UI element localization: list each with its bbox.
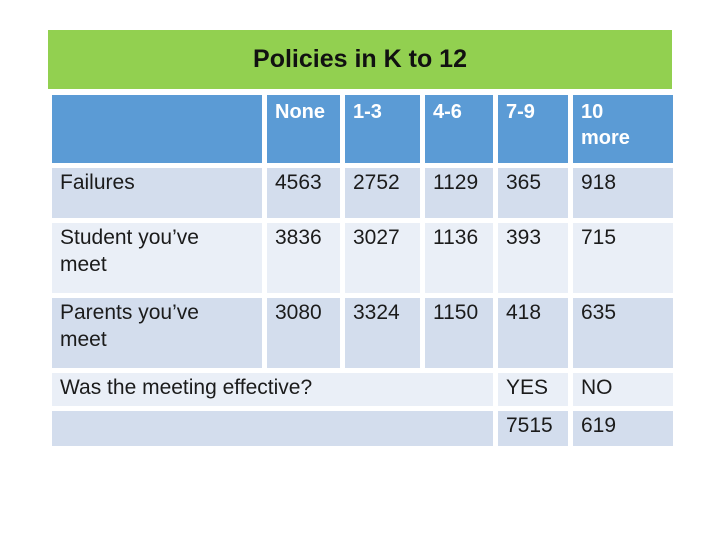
cell-students-none: 3836: [267, 223, 345, 298]
table-header-row: None 1-3 4-6 7-9 10 more: [52, 95, 673, 168]
row-label-failures: Failures: [52, 168, 267, 223]
cell-failures-none: 4563: [267, 168, 345, 223]
answer-yes-value: 7515: [498, 411, 573, 446]
cell-parents-1-3: 3324: [345, 298, 425, 373]
header-cell-none: None: [267, 95, 345, 168]
cell-students-1-3: 3027: [345, 223, 425, 298]
slide-title-banner: Policies in K to 12: [48, 30, 672, 89]
header-cell-10-more: 10 more: [573, 95, 673, 168]
cell-failures-4-6: 1129: [425, 168, 498, 223]
cell-parents-4-6: 1150: [425, 298, 498, 373]
header-cell-4-6: 4-6: [425, 95, 498, 168]
header-cell-7-9: 7-9: [498, 95, 573, 168]
question-no-header: NO: [573, 373, 673, 411]
table-row-question: Was the meeting effective? YES NO: [52, 373, 673, 411]
cell-failures-7-9: 365: [498, 168, 573, 223]
table-row-failures: Failures 4563 2752 1129 365 918: [52, 168, 673, 223]
policies-table: None 1-3 4-6 7-9 10 more Failures 4563 2…: [52, 95, 673, 446]
slide-title: Policies in K to 12: [253, 45, 467, 73]
cell-failures-10-more: 918: [573, 168, 673, 223]
table-row-students-met: Student you’ve meet 3836 3027 1136 393 7…: [52, 223, 673, 298]
table-row-parents-met: Parents you’ve meet 3080 3324 1150 418 6…: [52, 298, 673, 373]
cell-parents-10-more: 635: [573, 298, 673, 373]
header-cell-1-3: 1-3: [345, 95, 425, 168]
table-row-answer: 7515 619: [52, 411, 673, 446]
cell-parents-7-9: 418: [498, 298, 573, 373]
cell-failures-1-3: 2752: [345, 168, 425, 223]
header-cell-empty: [52, 95, 267, 168]
question-label: Was the meeting effective?: [52, 373, 498, 411]
cell-parents-none: 3080: [267, 298, 345, 373]
answer-no-value: 619: [573, 411, 673, 446]
answer-empty-cell: [52, 411, 498, 446]
question-yes-header: YES: [498, 373, 573, 411]
cell-students-4-6: 1136: [425, 223, 498, 298]
row-label-parents-met: Parents you’ve meet: [52, 298, 267, 373]
cell-students-7-9: 393: [498, 223, 573, 298]
row-label-students-met: Student you’ve meet: [52, 223, 267, 298]
cell-students-10-more: 715: [573, 223, 673, 298]
